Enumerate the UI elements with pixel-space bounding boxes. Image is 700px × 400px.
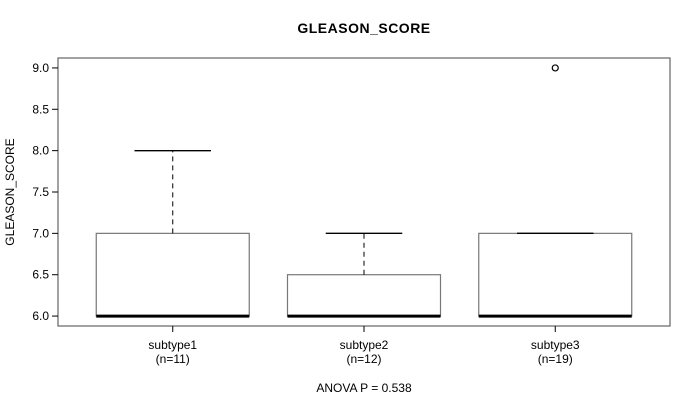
y-tick-label: 6.5 (32, 268, 49, 282)
x-group-n-label: (n=11) (156, 352, 190, 366)
iqr-box (286, 274, 442, 317)
outlier-point (551, 64, 559, 72)
x-group-n-label: (n=12) (346, 352, 381, 366)
y-tick-label: 8.0 (32, 144, 49, 158)
y-tick-label: 9.0 (32, 61, 49, 75)
iqr-box (478, 232, 633, 317)
x-group-n-label: (n=19) (538, 352, 573, 366)
iqr-box (95, 232, 250, 317)
chart-title: GLEASON_SCORE (297, 20, 431, 36)
x-group-label: subtype3 (531, 338, 580, 352)
x-group-label: subtype1 (148, 338, 197, 352)
x-group-label: subtype2 (340, 338, 389, 352)
anova-annotation: ANOVA P = 0.538 (316, 381, 412, 395)
y-tick-label: 8.5 (32, 102, 49, 116)
y-tick-label: 6.0 (32, 309, 49, 323)
y-tick-label: 7.5 (32, 185, 49, 199)
y-tick-label: 7.0 (32, 226, 49, 240)
